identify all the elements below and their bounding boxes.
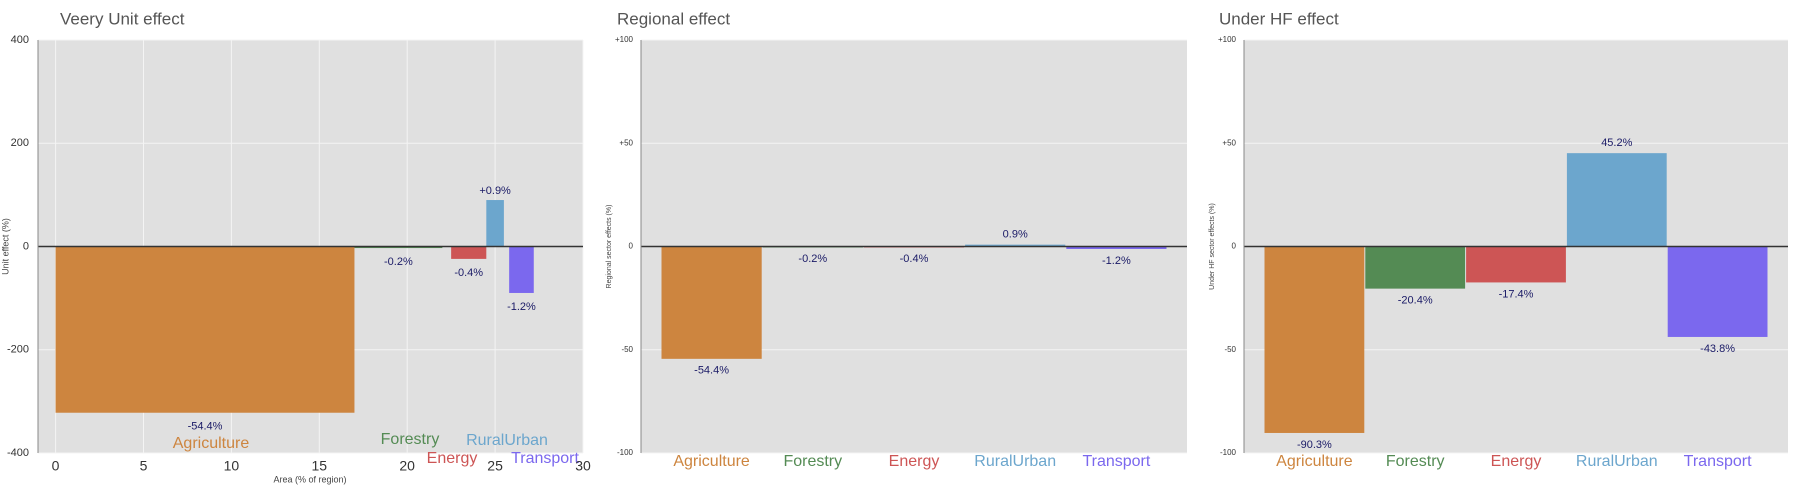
bar-energy — [451, 246, 487, 259]
chart-panel-3: Under HF effect -90.3% Agriculture -20.4% Fo… — [1209, 9, 1788, 470]
category-label-agriculture: Agriculture — [673, 453, 750, 470]
value-label: -90.3% — [1297, 439, 1332, 451]
y-tick-label: 400 — [11, 34, 29, 46]
y-tick-label: 0 — [1232, 242, 1237, 251]
bar-forestry — [354, 246, 443, 249]
x-tick-label: 30 — [575, 458, 591, 474]
category-label-energy: Energy — [427, 450, 478, 467]
bar-transport — [509, 246, 534, 293]
y-axis-title: Unit effect (%) — [0, 218, 10, 275]
category-label-transport: Transport — [511, 450, 579, 467]
x-tick-label: 5 — [140, 458, 148, 474]
y-tick-label: 0 — [23, 240, 29, 252]
value-label: -0.4% — [900, 253, 929, 265]
bar-energy — [1466, 246, 1566, 283]
x-tick-label: 0 — [52, 458, 60, 474]
y-axis-title: Under HF sector effects (%) — [1209, 203, 1216, 290]
y-tick-label: +50 — [1222, 138, 1236, 147]
y-tick-label: -200 — [7, 344, 29, 356]
value-label: -54.4% — [188, 421, 223, 433]
category-label-ruralurban: RuralUrban — [974, 453, 1056, 470]
x-tick-label: 25 — [487, 458, 503, 474]
value-label: -17.4% — [1499, 288, 1534, 300]
chart-title: Veery Unit effect — [60, 9, 185, 28]
y-tick-label: -50 — [1224, 345, 1236, 354]
value-label: -0.2% — [384, 256, 413, 268]
y-tick-label: -100 — [1220, 448, 1237, 457]
category-label-transport: Transport — [1082, 453, 1150, 470]
category-label-forestry: Forestry — [1386, 453, 1445, 470]
category-label-transport: Transport — [1684, 453, 1752, 470]
chart-panel-2: Regional effect -54.4% Agriculture -0.2% For… — [606, 9, 1187, 470]
value-label: -1.2% — [507, 301, 536, 313]
bar-transport — [1667, 246, 1768, 337]
y-tick-label: +50 — [619, 138, 633, 147]
y-tick-label: 200 — [11, 137, 29, 149]
x-axis-title: Area (% of region) — [273, 474, 346, 484]
y-tick-label: 0 — [629, 242, 634, 251]
category-label-ruralurban: RuralUrban — [466, 432, 548, 449]
value-label: -20.4% — [1398, 295, 1433, 307]
y-tick-label: +100 — [615, 35, 634, 44]
x-tick-label: 15 — [312, 458, 328, 474]
chart-title: Regional effect — [617, 9, 730, 28]
bar-transport — [1066, 246, 1167, 249]
y-tick-label: -400 — [7, 447, 29, 459]
y-axis-title: Regional sector effects (%) — [606, 205, 613, 289]
bar-ruralurban — [1566, 153, 1667, 247]
value-label: -0.2% — [798, 253, 827, 265]
category-label-energy: Energy — [1491, 453, 1542, 470]
category-label-agriculture: Agriculture — [173, 435, 250, 452]
bar-forestry — [1365, 246, 1466, 289]
bar-agriculture — [1264, 246, 1365, 433]
value-label: -1.2% — [1102, 255, 1131, 267]
value-label: +0.9% — [479, 185, 511, 197]
bar-ruralurban — [486, 200, 504, 247]
x-tick-label: 10 — [224, 458, 240, 474]
value-label: -0.4% — [454, 267, 483, 279]
bar-ruralurban — [965, 244, 1066, 247]
value-label: 0.9% — [1003, 229, 1028, 241]
value-label: -54.4% — [694, 365, 729, 377]
bar-agriculture — [55, 246, 355, 413]
category-label-energy: Energy — [889, 453, 940, 470]
value-label: 45.2% — [1601, 137, 1632, 149]
chart-panel-1: Veery Unit effect -54.4% -0.2% -0.4% +0.9% -1… — [0, 9, 591, 484]
value-label: -43.8% — [1700, 343, 1735, 355]
y-tick-label: +100 — [1218, 35, 1237, 44]
chart-title: Under HF effect — [1219, 9, 1339, 28]
y-tick-label: -100 — [617, 448, 634, 457]
x-tick-label: 20 — [399, 458, 415, 474]
category-label-ruralurban: RuralUrban — [1576, 453, 1658, 470]
category-label-forestry: Forestry — [381, 431, 440, 448]
category-label-agriculture: Agriculture — [1276, 453, 1353, 470]
category-label-forestry: Forestry — [783, 453, 842, 470]
bar-agriculture — [661, 246, 762, 359]
y-tick-label: -50 — [621, 345, 633, 354]
